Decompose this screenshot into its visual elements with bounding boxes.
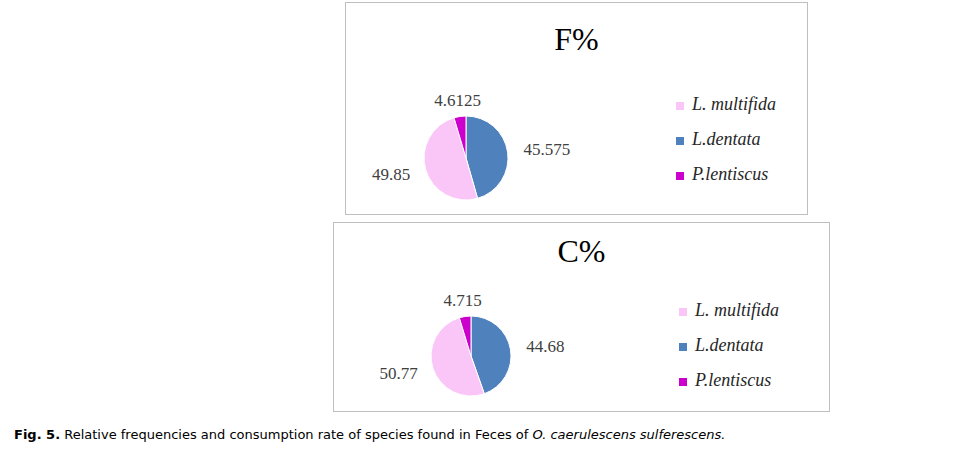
svg-text:49.85: 49.85 — [372, 165, 410, 184]
html-text:L.dentata: L.dentata — [692, 129, 761, 149]
svg-text:44.68: 44.68 — [526, 337, 564, 356]
html-text:P.lentiscus: P.lentiscus — [692, 164, 769, 184]
html-text:F%: F% — [554, 21, 599, 57]
html-text:C%: C% — [557, 233, 606, 269]
html-text:L. multifida: L. multifida — [695, 300, 779, 320]
html-text:Fig. 5. Relative frequencies a: Fig. 5. Relative frequencies and consump… — [14, 427, 726, 442]
svg-text:45.575: 45.575 — [523, 140, 570, 159]
html-text:L.dentata: L.dentata — [695, 335, 764, 355]
html-text:L. multifida: L. multifida — [692, 94, 776, 114]
html-text:P.lentiscus: P.lentiscus — [695, 370, 772, 390]
svg-text:4.715: 4.715 — [444, 291, 482, 310]
svg-text:4.6125: 4.6125 — [434, 91, 481, 110]
svg-text:50.77: 50.77 — [380, 364, 419, 383]
